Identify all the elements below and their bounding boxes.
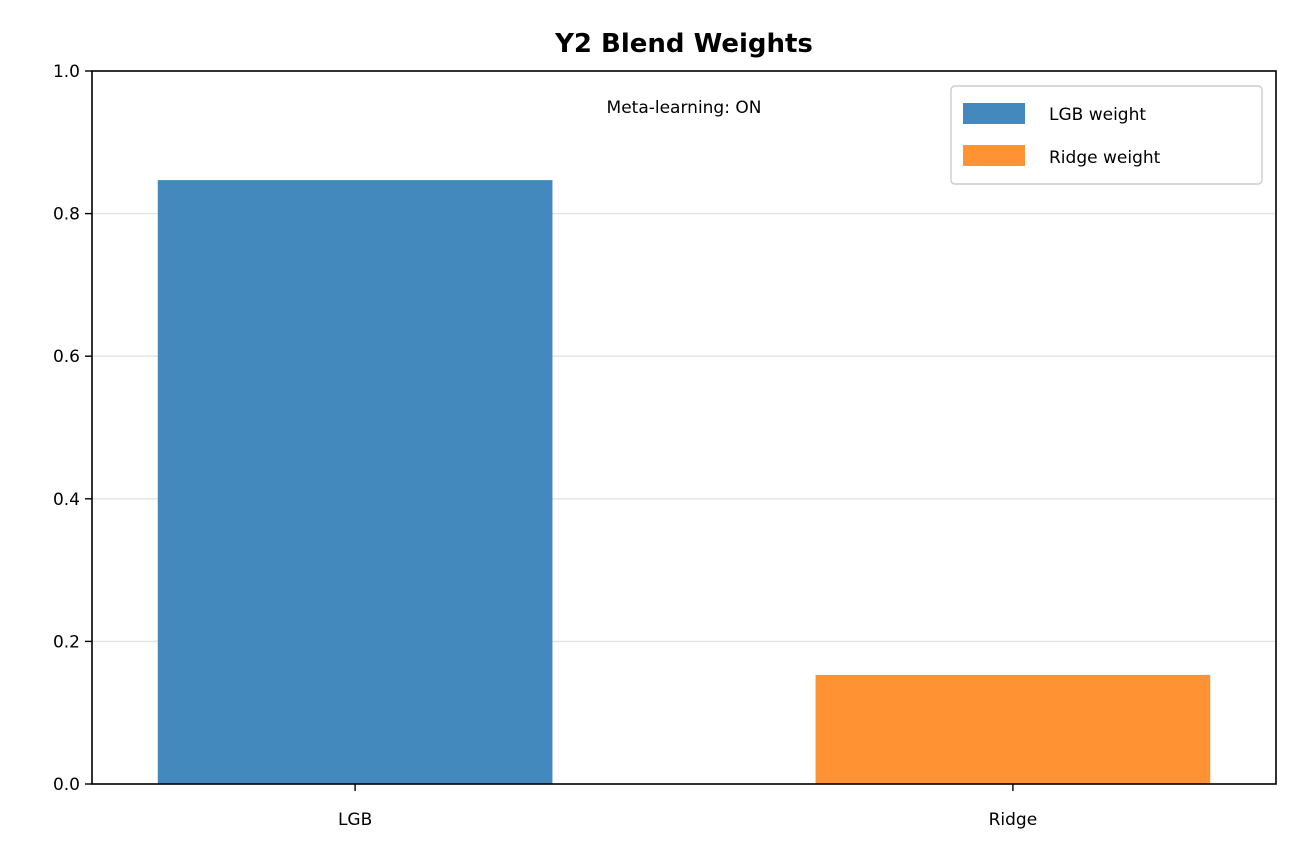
legend-swatch-lgb bbox=[963, 103, 1025, 124]
chart-title: Y2 Blend Weights bbox=[554, 29, 813, 59]
legend-swatch-ridge bbox=[963, 145, 1025, 166]
y-axis-ticks: 0.0 0.2 0.4 0.6 0.8 1.0 bbox=[53, 62, 92, 795]
legend-label-lgb: LGB weight bbox=[1049, 105, 1146, 125]
y-tick-label: 0.8 bbox=[53, 205, 80, 225]
x-tick-label: LGB bbox=[338, 810, 372, 830]
plot-frame bbox=[91, 70, 1277, 785]
x-tick-label: Ridge bbox=[989, 810, 1038, 830]
y-tick-label: 0.2 bbox=[53, 632, 80, 652]
bar-lgb bbox=[157, 180, 553, 785]
y-tick-label: 0.6 bbox=[53, 347, 80, 367]
x-axis-ticks: LGB Ridge bbox=[338, 784, 1037, 830]
legend-label-ridge: Ridge weight bbox=[1049, 148, 1161, 168]
legend: LGB weight Ridge weight bbox=[950, 85, 1263, 185]
bars bbox=[157, 180, 1211, 785]
bar-ridge bbox=[815, 674, 1211, 784]
y-tick-label: 1.0 bbox=[53, 62, 80, 82]
y-tick-label: 0.4 bbox=[53, 490, 80, 510]
meta-learning-annotation: Meta-learning: ON bbox=[607, 98, 762, 118]
legend-frame bbox=[950, 85, 1263, 185]
y-tick-label: 0.0 bbox=[53, 775, 80, 795]
